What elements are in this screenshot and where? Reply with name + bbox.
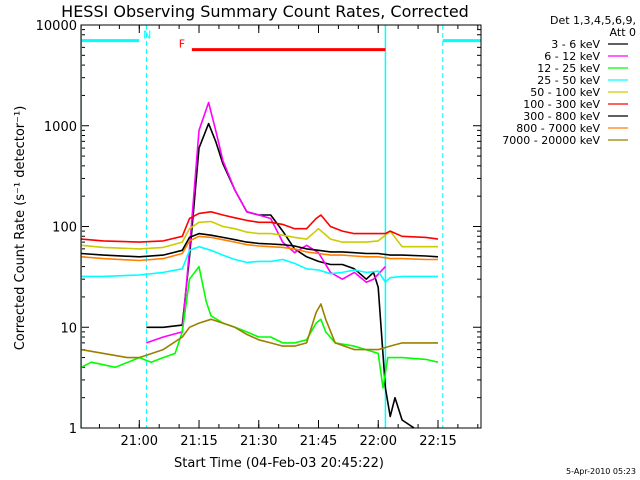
y-tick-label: 10000 [36, 19, 77, 34]
legend-entry: 3 - 6 keV [551, 38, 600, 51]
legend-entry: 300 - 800 keV [523, 110, 600, 123]
x-tick-label: 21:00 [121, 434, 158, 449]
series-line [81, 232, 439, 258]
legend-entry: 100 - 300 keV [523, 98, 600, 111]
x-tick-label: 22:00 [360, 434, 397, 449]
flag-layer: NF [81, 29, 481, 52]
series-line [146, 101, 386, 344]
y-axis-label: Corrected Count Rate (s⁻¹ detector⁻¹) [13, 106, 28, 351]
legend-entry: 50 - 100 keV [530, 86, 600, 99]
legend-entry: 800 - 7000 keV [516, 122, 600, 135]
series-line [81, 220, 438, 250]
footer-timestamp: 5-Apr-2010 05:23 [566, 467, 636, 476]
chart-title: HESSI Observing Summary Count Rates, Cor… [61, 2, 469, 21]
series-line [81, 303, 438, 359]
series-layer [81, 101, 439, 428]
legend-entry: 25 - 50 keV [537, 74, 600, 87]
x-tick-label: 21:15 [180, 434, 217, 449]
y-tick-label: 1000 [44, 120, 77, 135]
y-tick-label: 10 [60, 321, 77, 336]
y-tick-label: 100 [52, 221, 77, 236]
plot-frame [80, 24, 482, 429]
series-line [81, 265, 439, 389]
x-tick-label: 22:15 [419, 434, 456, 449]
tick-layer: 1 10 100 1000 10000 21:00 21:15 21:30 21:45 22:00… [36, 19, 481, 449]
x-axis-label: Start Time (04-Feb-03 20:45:22) [174, 456, 384, 471]
flag-label: N [143, 29, 151, 42]
series-line [81, 245, 438, 283]
x-tick-label: 21:30 [240, 434, 277, 449]
legend-entry: 6 - 12 keV [544, 50, 600, 63]
legend-entry: 7000 - 20000 keV [502, 134, 600, 147]
legend-header-line: Att 0 [610, 26, 636, 39]
legend-entry: 12 - 25 keV [537, 62, 600, 75]
series-line [81, 211, 439, 243]
legend-header-line: Det 1,3,4,5,6,9, [550, 14, 636, 27]
x-tick-label: 21:45 [300, 434, 337, 449]
y-tick-label: 1 [69, 422, 77, 437]
series-line [81, 235, 438, 262]
flag-label: F [179, 38, 185, 51]
